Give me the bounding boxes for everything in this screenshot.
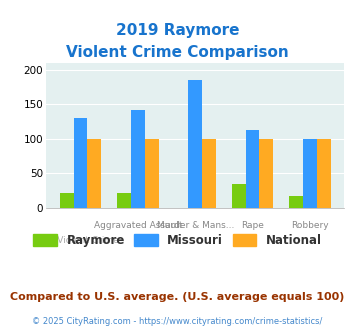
Bar xyxy=(289,196,303,208)
Bar xyxy=(145,139,159,208)
Bar xyxy=(117,193,131,208)
Bar xyxy=(317,139,331,208)
Text: © 2025 CityRating.com - https://www.cityrating.com/crime-statistics/: © 2025 CityRating.com - https://www.city… xyxy=(32,317,323,326)
Legend: Raymore, Missouri, National: Raymore, Missouri, National xyxy=(29,229,326,251)
Text: 2019 Raymore: 2019 Raymore xyxy=(116,23,239,38)
Text: Violent Crime Comparison: Violent Crime Comparison xyxy=(66,45,289,59)
Bar xyxy=(232,184,246,208)
Bar xyxy=(189,80,202,208)
Bar xyxy=(260,139,273,208)
Bar xyxy=(202,139,216,208)
Text: Aggravated Assault: Aggravated Assault xyxy=(94,221,182,230)
Bar xyxy=(87,139,101,208)
Text: Murder & Mans...: Murder & Mans... xyxy=(157,221,234,230)
Bar xyxy=(303,140,317,208)
Text: All Violent Crime: All Violent Crime xyxy=(43,236,119,245)
Bar xyxy=(60,193,74,208)
Text: Compared to U.S. average. (U.S. average equals 100): Compared to U.S. average. (U.S. average … xyxy=(10,292,345,302)
Bar xyxy=(246,130,260,208)
Text: Robbery: Robbery xyxy=(291,221,329,230)
Bar xyxy=(74,118,87,208)
Bar xyxy=(131,110,145,208)
Text: Rape: Rape xyxy=(241,221,264,230)
